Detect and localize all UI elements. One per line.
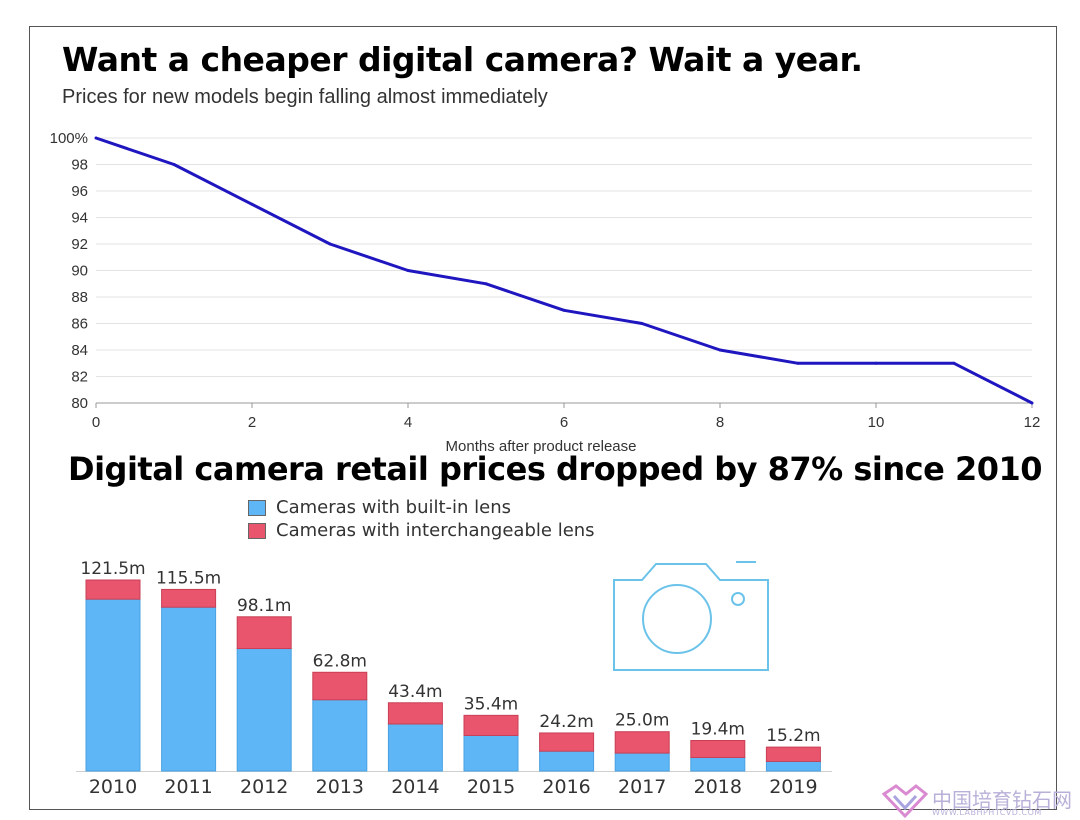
x-category-label-2011: 2011 (164, 776, 212, 798)
legend-item-builtin: Cameras with built-in lens (248, 496, 595, 519)
bar-interchangeable-2010 (85, 579, 141, 600)
price-point (1030, 401, 1034, 405)
bar-builtin-2014 (387, 723, 443, 772)
y-tick-label: 80 (71, 395, 88, 412)
price-point (484, 282, 488, 286)
x-category-label-2019: 2019 (769, 776, 817, 798)
price-point (250, 202, 254, 206)
watermark: 中国培育钻石网 WWW.LABHPHTCVD.COM (880, 782, 1080, 820)
legend-swatch-builtin (248, 499, 266, 516)
price-point (172, 163, 176, 166)
price-point (874, 361, 878, 365)
bar-interchangeable-2016 (539, 732, 595, 752)
line-chart-subtitle: Prices for new models begin falling almo… (62, 86, 548, 108)
x-tick-label: 6 (560, 414, 568, 431)
price-point (796, 361, 800, 365)
watermark-text: 中国培育钻石网 (932, 788, 1072, 812)
watermark-url: WWW.LABHPHTCVD.COM (932, 808, 1042, 817)
legend-swatch-interchangeable (248, 522, 266, 539)
x-category-label-2016: 2016 (542, 776, 590, 798)
bar-chart-title: Digital camera retail prices dropped by … (68, 450, 1043, 488)
x-category-label-2015: 2015 (467, 776, 515, 798)
x-tick-label: 12 (1024, 414, 1041, 431)
bar-interchangeable-2014 (387, 702, 443, 725)
line-chart-title: Want a cheaper digital camera? Wait a ye… (62, 40, 863, 79)
y-tick-label: 84 (71, 342, 88, 359)
bar-builtin-2010 (85, 598, 141, 772)
bar-interchangeable-2017 (614, 731, 670, 754)
bar-total-label-2015: 35.4m (464, 694, 518, 714)
bar-total-label-2010: 121.5m (80, 559, 145, 579)
diamond-logo-icon (881, 784, 929, 819)
x-category-label-2013: 2013 (316, 776, 364, 798)
x-category-label-2017: 2017 (618, 776, 666, 798)
bar-interchangeable-2018 (690, 740, 746, 758)
x-category-label-2010: 2010 (89, 776, 137, 798)
price-point (718, 348, 722, 352)
bar-builtin-2011 (161, 606, 217, 772)
x-tick-label: 4 (404, 414, 412, 431)
x-category-label-2014: 2014 (391, 776, 439, 798)
bar-interchangeable-2013 (312, 671, 368, 701)
y-tick-label: 92 (71, 236, 88, 253)
line-chart: 100% 98 96 94 92 90 88 86 84 82 800 2 4 6 8 10 12 Months … (50, 130, 1041, 455)
bar-total-label-2013: 62.8m (313, 651, 367, 671)
bar-total-label-2019: 15.2m (766, 726, 820, 746)
legend-item-interchangeable: Cameras with interchangeable lens (248, 519, 595, 542)
legend-label-builtin: Cameras with built-in lens (276, 497, 512, 518)
bar-total-label-2014: 43.4m (388, 682, 442, 702)
bar-total-label-2011: 115.5m (156, 568, 221, 588)
bar-interchangeable-2012 (236, 616, 292, 650)
legend-label-interchangeable: Cameras with interchangeable lens (276, 520, 595, 541)
bar-total-label-2016: 24.2m (539, 712, 593, 732)
bar-interchangeable-2019 (765, 746, 821, 762)
camera-icon (613, 561, 769, 671)
y-tick-label: 96 (71, 183, 88, 200)
y-tick-label: 98 (71, 157, 88, 174)
bar-total-label-2012: 98.1m (237, 596, 291, 616)
bar-chart-legend: Cameras with built-in lens Cameras with … (248, 496, 595, 542)
bar-builtin-2013 (312, 699, 368, 772)
x-tick-label: 10 (868, 414, 885, 431)
y-tick-label: 86 (71, 316, 88, 333)
y-tick-label: 94 (71, 210, 88, 227)
price-point (94, 136, 98, 140)
bar-interchangeable-2011 (161, 588, 217, 608)
bar-total-label-2018: 19.4m (691, 720, 745, 740)
bar-builtin-2012 (236, 648, 292, 772)
price-point (328, 242, 332, 246)
x-axis-label: Months after product release (446, 438, 637, 455)
y-tick-label: 100% (50, 130, 88, 147)
bar-interchangeable-2015 (463, 714, 519, 736)
price-point (406, 269, 410, 272)
price-point (952, 361, 956, 365)
y-tick-label: 90 (71, 263, 88, 280)
y-tick-label: 82 (71, 369, 88, 386)
x-category-label-2018: 2018 (694, 776, 742, 798)
y-tick-label: 88 (71, 289, 88, 306)
price-point (562, 308, 566, 312)
bar-builtin-2015 (463, 734, 519, 772)
price-point (640, 322, 644, 325)
x-tick-label: 8 (716, 414, 724, 431)
bar-total-label-2017: 25.0m (615, 711, 669, 731)
x-tick-label: 2 (248, 414, 256, 431)
x-category-label-2012: 2012 (240, 776, 288, 798)
x-tick-label: 0 (92, 414, 100, 431)
